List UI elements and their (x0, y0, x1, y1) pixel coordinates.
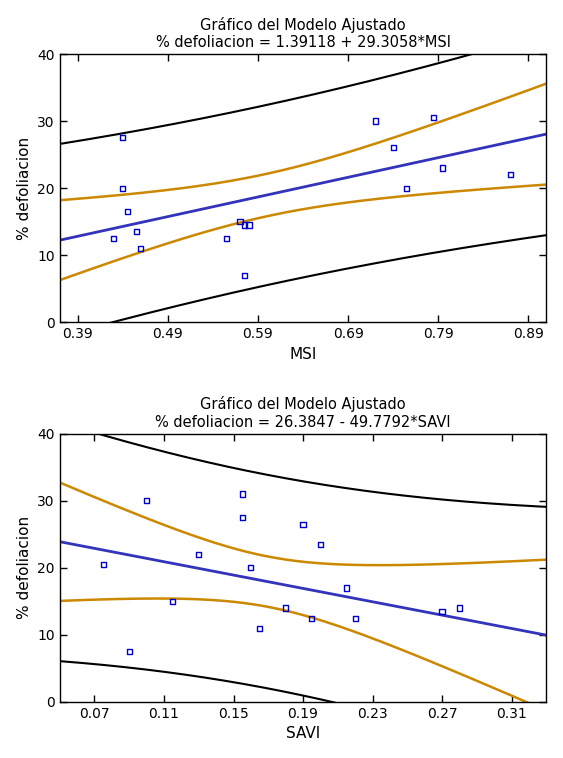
Point (118, 132, 127, 144)
Point (118, 182, 127, 194)
Point (222, 233, 231, 245)
Point (244, 219, 253, 231)
Point (342, 582, 351, 594)
Title: Gráfico del Modelo Ajustado
% defoliacion = 26.3847 - 49.7792*SAVI: Gráfico del Modelo Ajustado % defoliacio… (155, 396, 451, 430)
Point (506, 168, 515, 180)
Point (240, 269, 249, 281)
Point (247, 562, 256, 574)
Point (132, 226, 141, 238)
X-axis label: MSI: MSI (289, 346, 317, 362)
Y-axis label: % defoliacion: % defoliacion (17, 136, 32, 240)
Point (455, 602, 464, 614)
Point (402, 182, 411, 194)
Point (307, 612, 316, 624)
Y-axis label: % defoliacion: % defoliacion (17, 516, 32, 619)
Point (438, 162, 447, 174)
Point (109, 233, 118, 245)
Point (429, 111, 438, 124)
Point (238, 488, 247, 500)
Point (136, 243, 145, 255)
Point (168, 595, 177, 607)
Point (238, 512, 247, 524)
Point (240, 219, 249, 231)
Point (298, 518, 307, 531)
Title: Gráfico del Modelo Ajustado
% defoliacion = 1.39118 + 29.3058*MSI: Gráfico del Modelo Ajustado % defoliacio… (155, 17, 450, 50)
Point (235, 215, 244, 227)
Point (125, 646, 134, 658)
Point (194, 548, 203, 560)
Point (255, 622, 264, 634)
Point (142, 495, 151, 507)
Point (437, 606, 446, 618)
Point (316, 538, 325, 550)
Point (123, 205, 132, 218)
Point (281, 602, 290, 614)
Point (388, 142, 397, 154)
Point (370, 115, 379, 127)
Point (351, 612, 360, 624)
X-axis label: SAVI: SAVI (286, 726, 320, 741)
Point (99, 559, 108, 571)
